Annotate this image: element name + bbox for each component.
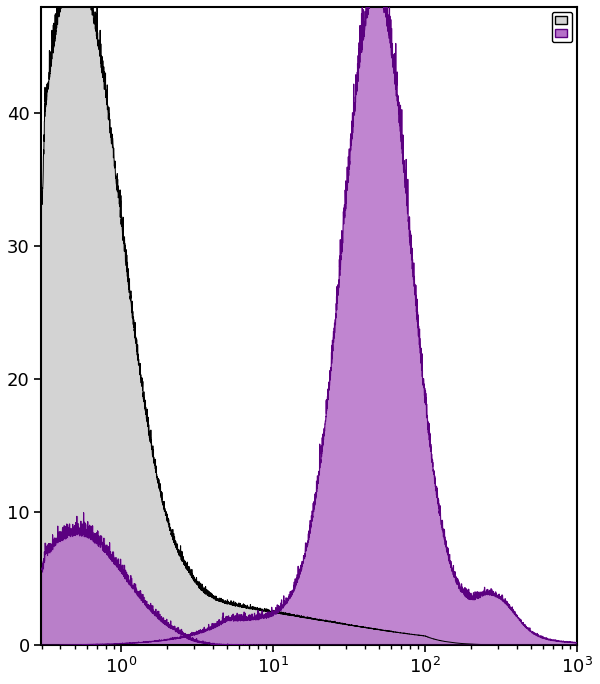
Legend: , : , xyxy=(552,12,572,42)
